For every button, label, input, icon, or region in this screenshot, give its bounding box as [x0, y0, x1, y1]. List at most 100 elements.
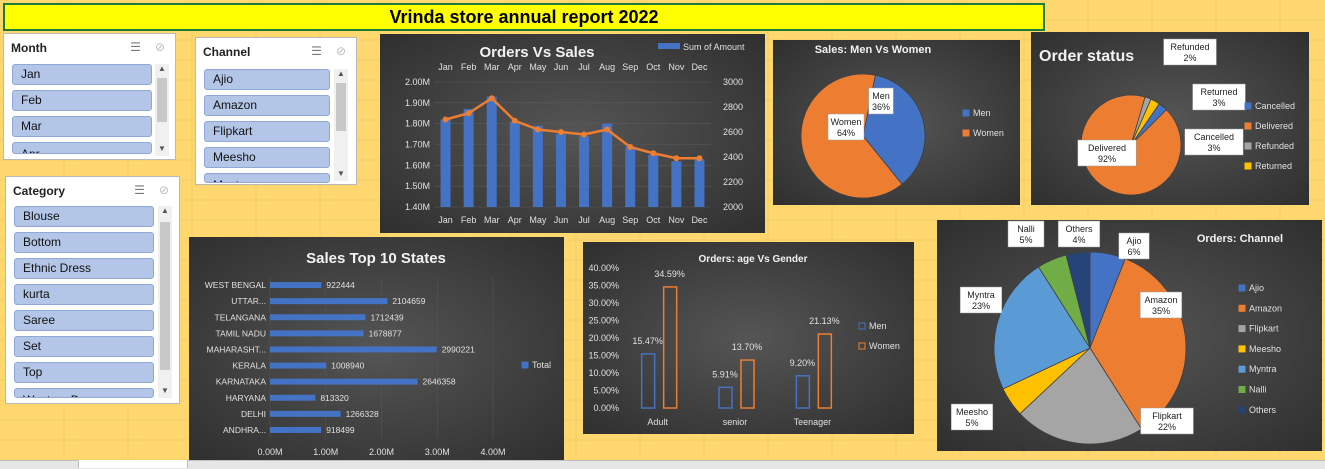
slicer-item-category[interactable]: Western Dress [14, 388, 154, 398]
y-left-tick: 1.90M [405, 98, 430, 108]
scroll-down-icon[interactable]: ▼ [161, 386, 169, 395]
legend-refunded: Refunded [1255, 141, 1294, 151]
order-status-chart[interactable]: Order status Refunded 2% Returned 3% Cancelle… [1031, 32, 1309, 205]
chart-title: Orders: age Vs Gender [699, 254, 808, 265]
bar [463, 109, 474, 207]
multi-select-icon[interactable]: ☰ [311, 44, 322, 58]
scroll-down-icon[interactable]: ▼ [158, 144, 166, 153]
slicer-item-month[interactable]: Feb [12, 90, 152, 111]
report-title: Vrinda store annual report 2022 [3, 3, 1045, 31]
legend-total-swatch [521, 361, 529, 369]
data-label: 2646358 [423, 377, 456, 387]
sales-top-states-chart[interactable]: Sales Top 10 States 0.00M 1.00M 2.00M 3.00M 4… [189, 237, 564, 460]
legend-cancelled-swatch [1244, 102, 1252, 110]
orders-channel-chart[interactable]: Orders: Channel Ajio 6% Amazon 35% Flipkart 22… [937, 220, 1322, 451]
data-label-returned: Returned [1200, 87, 1237, 97]
bar [648, 154, 659, 207]
bar-men [640, 353, 656, 409]
y-tick: 40.00% [588, 263, 619, 273]
data-label-women: Women [831, 117, 862, 127]
x-tick-bottom: Jan [438, 215, 453, 225]
multi-select-icon[interactable]: ☰ [130, 40, 141, 54]
clear-filter-icon[interactable]: ⊘ [158, 183, 169, 197]
data-label: 922444 [326, 280, 355, 290]
slicer-item-channel[interactable]: Myntra [204, 173, 330, 183]
data-label: 13.70% [732, 342, 763, 352]
y-tick: 30.00% [588, 298, 619, 308]
slicer-item-category[interactable]: Set [14, 336, 154, 357]
bar-women [740, 359, 755, 409]
channel-slicer[interactable]: Channel ☰ ⊘ Ajio Amazon Flipkart Meesho M… [195, 37, 357, 185]
slicer-item-category[interactable]: kurta [14, 284, 154, 305]
category-label: MAHARASHT... [206, 344, 266, 354]
x-tick-top: Jun [554, 62, 569, 72]
bar [579, 136, 590, 207]
orders-vs-sales-chart[interactable]: Orders Vs Sales Sum of Amount 2.00M 1.90M 1.… [380, 34, 765, 233]
legend-myntra: Myntra [1249, 364, 1277, 374]
slicer-item-month[interactable]: Apr [12, 142, 152, 154]
data-label: 5.91% [712, 369, 738, 379]
data-label-women-box [827, 113, 865, 141]
sales-men-women-chart[interactable]: Sales: Men Vs Women Men 36% Women 64% Men Wome… [773, 40, 1020, 205]
legend-meesho: Meesho [1249, 344, 1281, 354]
line-point [488, 95, 495, 102]
slicer-item-channel[interactable]: Flipkart [204, 121, 330, 142]
slicer-item-channel[interactable]: Meesho [204, 147, 330, 168]
legend-others: Others [1249, 405, 1277, 415]
bar [555, 134, 566, 207]
y-left-tick: 1.50M [405, 181, 430, 191]
data-label-flipkart: Flipkart [1152, 411, 1182, 421]
sheet-tab[interactable] [78, 460, 188, 468]
month-slicer[interactable]: Month ☰ ⊘ Jan Feb Mar Apr ▲ ▼ [3, 33, 176, 160]
category-label: TAMIL NADU [215, 328, 266, 338]
data-label-men: Men [872, 91, 890, 101]
data-label-others-box [1057, 220, 1101, 248]
slicer-item-category[interactable]: Bottom [14, 232, 154, 253]
slicer-item-category[interactable]: Saree [14, 310, 154, 331]
data-label-delivered-box [1077, 139, 1137, 167]
data-label-myntra: 23% [972, 301, 990, 311]
data-label-cancelled: Cancelled [1194, 132, 1234, 142]
slicer-item-category[interactable]: Ethnic Dress [14, 258, 154, 279]
legend-swatch [658, 43, 680, 49]
month-scrollbar[interactable]: ▲ ▼ [155, 64, 169, 156]
legend-men-swatch [858, 322, 866, 330]
category-label: KERALA [232, 361, 266, 371]
y-right-tick: 2000 [723, 202, 743, 212]
data-label-myntra-box [959, 286, 1003, 314]
legend-women: Women [869, 341, 900, 351]
clear-filter-icon[interactable]: ⊘ [154, 40, 165, 54]
scroll-up-icon[interactable]: ▲ [158, 64, 166, 73]
scroll-up-icon[interactable]: ▲ [161, 206, 169, 215]
y-left-tick: 1.80M [405, 119, 430, 129]
category-slicer[interactable]: Category ☰ ⊘ Blouse Bottom Ethnic Dress k… [5, 176, 180, 404]
x-tick-top: Nov [668, 62, 685, 72]
slicer-item-category[interactable]: Top [14, 362, 154, 383]
age-vs-gender-chart[interactable]: Orders: age Vs Gender 40.00% 35.00% 30.00% 2… [583, 242, 914, 434]
slicer-item-channel[interactable]: Amazon [204, 95, 330, 116]
legend-amazon-swatch [1238, 304, 1246, 312]
slicer-item-month[interactable]: Jan [12, 64, 152, 85]
data-label-delivered: Delivered [1088, 143, 1126, 153]
multi-select-icon[interactable]: ☰ [134, 183, 145, 197]
pie-slice-others [1065, 251, 1091, 349]
y-left-tick: 1.60M [405, 160, 430, 170]
legend-myntra-swatch [1238, 365, 1246, 373]
channel-scrollbar[interactable]: ▲ ▼ [334, 69, 348, 181]
legend-nalli-swatch [1238, 386, 1246, 393]
scroll-down-icon[interactable]: ▼ [337, 169, 345, 178]
scroll-up-icon[interactable]: ▲ [337, 69, 345, 78]
legend-cancelled: Cancelled [1255, 101, 1295, 111]
x-tick-bottom: Jul [578, 215, 590, 225]
category-label: Adult [647, 417, 668, 427]
sheet-tab-bar [0, 460, 1325, 469]
slicer-item-channel[interactable]: Ajio [204, 69, 330, 90]
legend-nalli: Nalli [1249, 385, 1267, 395]
category-scrollbar[interactable]: ▲ ▼ [158, 206, 172, 398]
slicer-item-category[interactable]: Blouse [14, 206, 154, 227]
slicer-item-month[interactable]: Mar [12, 116, 152, 137]
bar [270, 426, 322, 433]
clear-filter-icon[interactable]: ⊘ [335, 44, 346, 58]
data-label: 21.13% [809, 316, 840, 326]
bar [694, 159, 705, 207]
